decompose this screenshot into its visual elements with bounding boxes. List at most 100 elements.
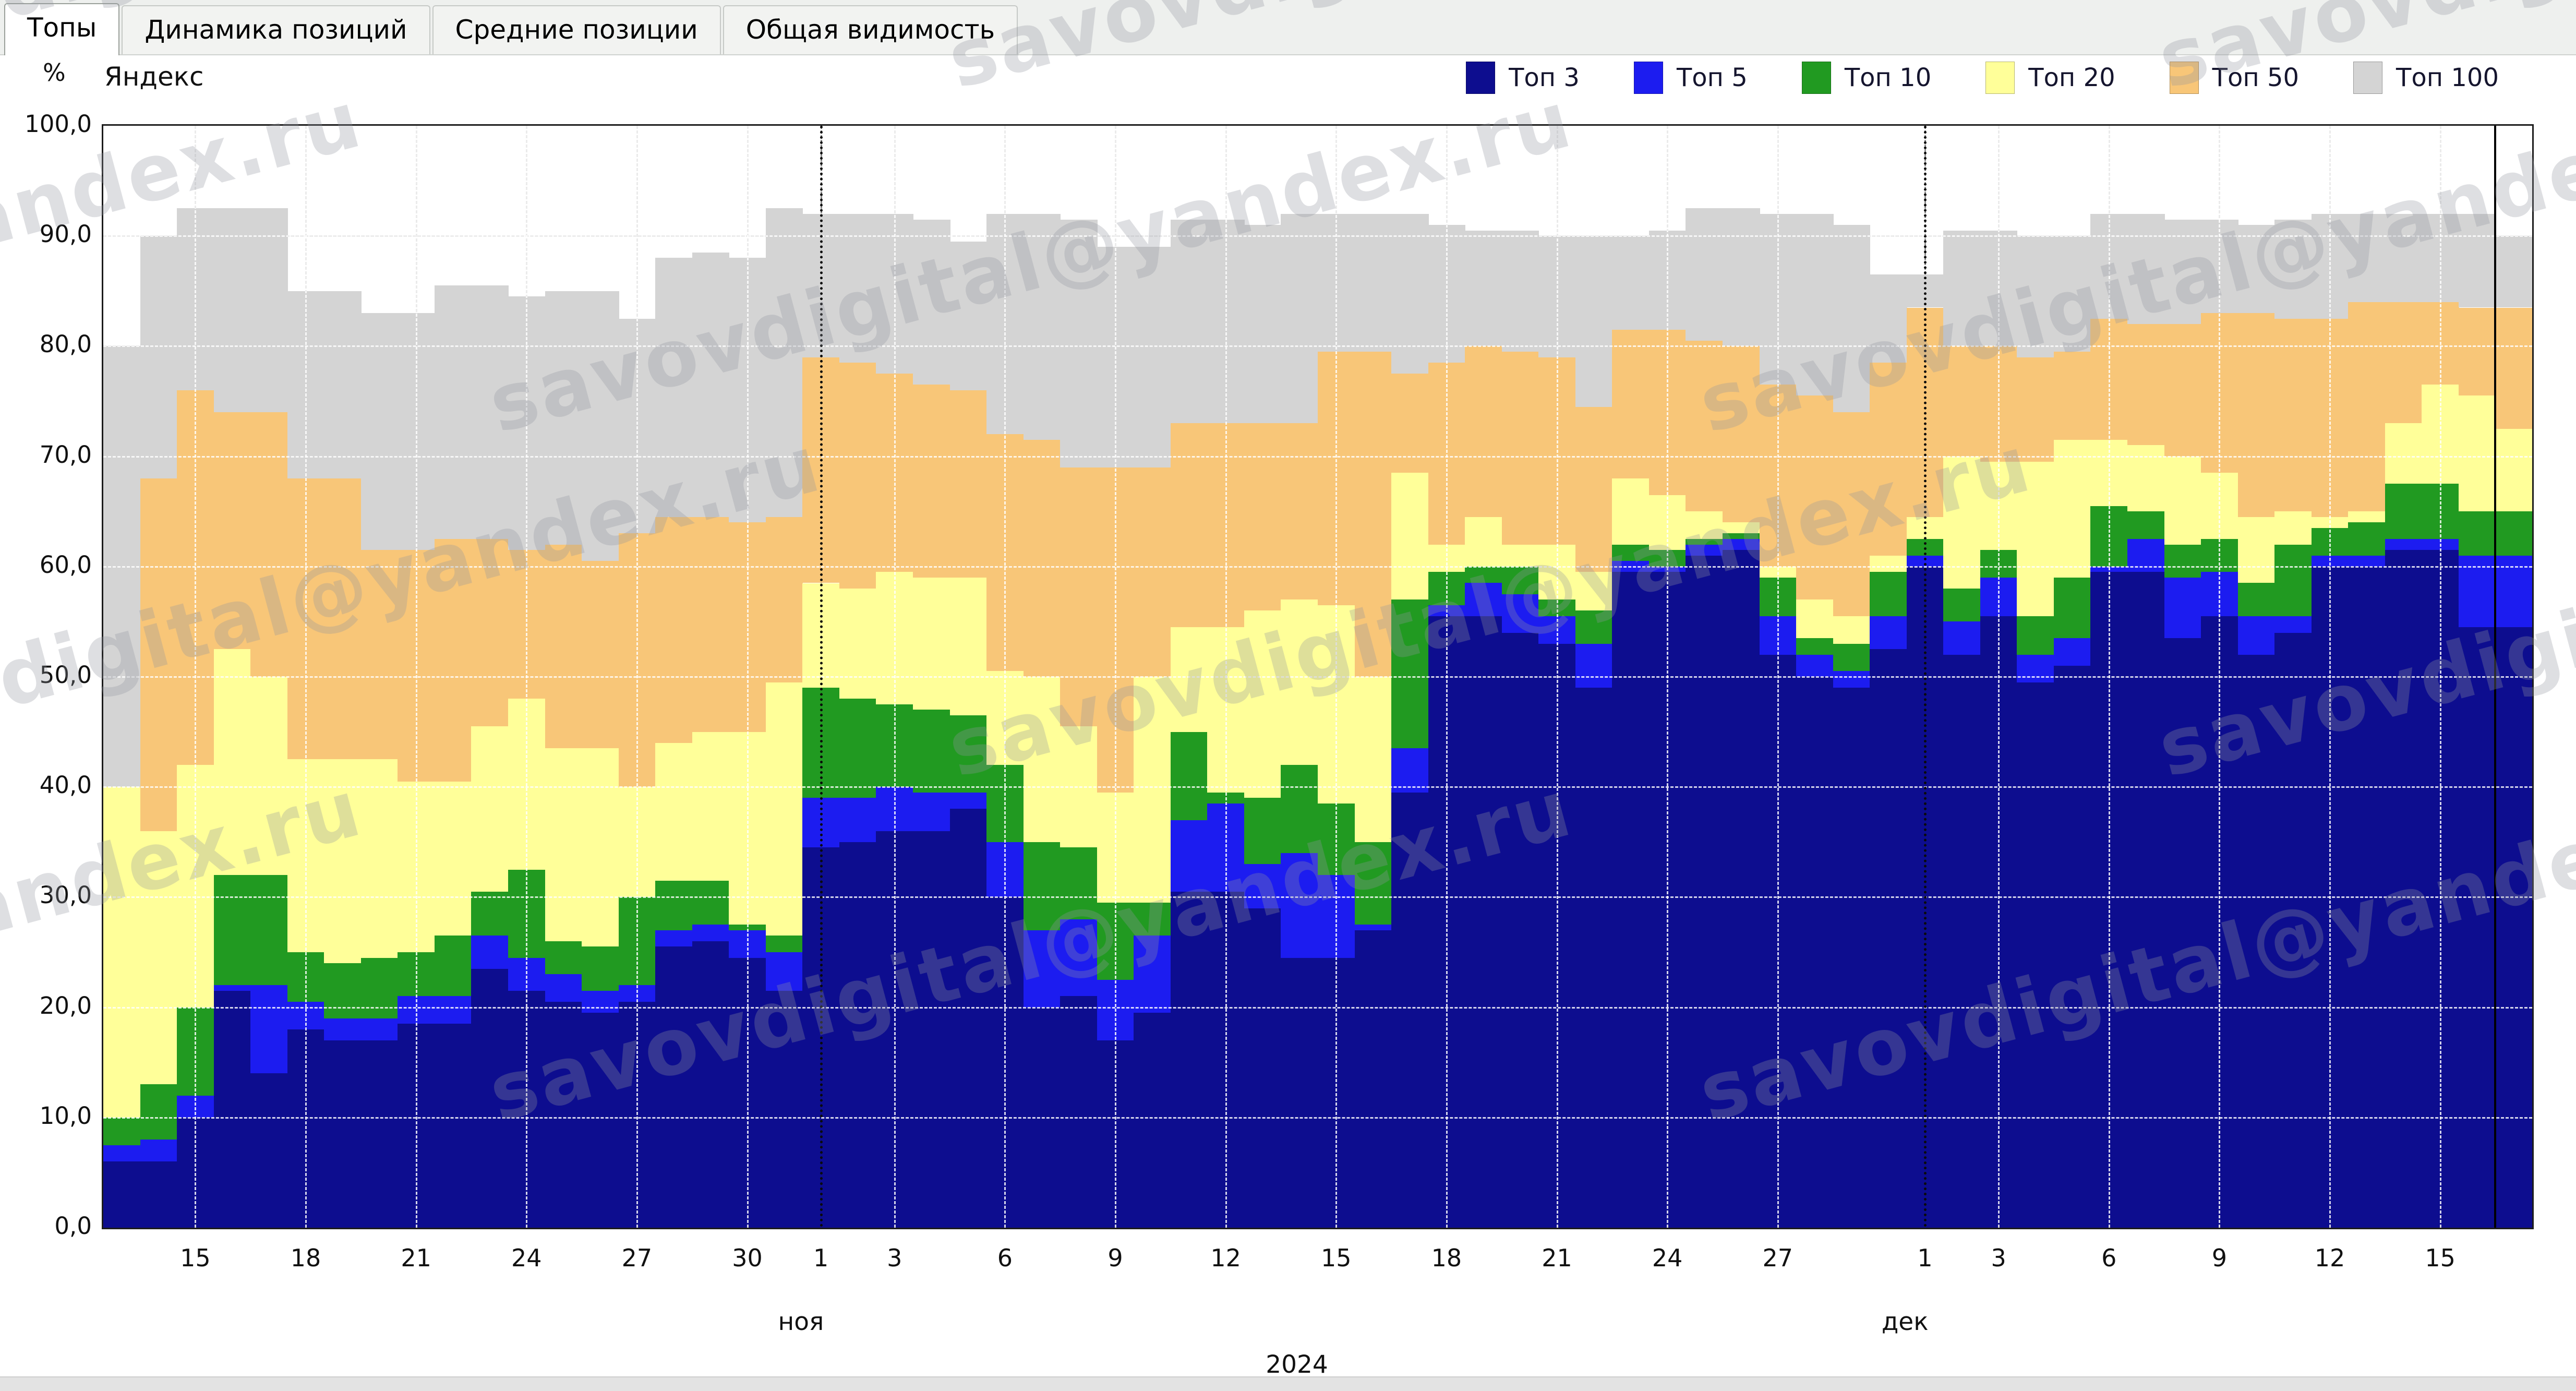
search-engine-title: Яндекс [104,62,204,92]
bar-segment [949,390,988,578]
bar-segment [360,1018,399,1040]
bar-segment [1686,555,1723,1228]
legend-item-Топ-50[interactable]: Топ 50 [2169,62,2299,94]
legend-item-Топ-10[interactable]: Топ 10 [1801,62,1931,94]
legend-item-Топ-20[interactable]: Топ 20 [1985,62,2115,94]
bar-segment [1612,329,1650,478]
x-tick-label-day-49: 1 [1917,1244,1933,1272]
bar-segment [1170,627,1208,732]
y-tick-label-20_0: 20,0 [39,991,92,1020]
bar-segment [582,291,619,561]
bar-segment [655,742,693,881]
legend-swatch-icon [2169,62,2199,94]
h-gridline-overlay-60 [103,566,2532,568]
gridlines-over-layer [103,126,2532,1228]
bar-segment [1723,346,1760,523]
v-gridline-overlay-day-5 [305,126,307,1228]
bar-segment [913,385,950,578]
bar-segment [1943,346,1981,457]
tab-топы[interactable]: Топы [4,3,120,55]
bar-segment [2053,236,2091,352]
bar-segment [1870,274,1907,363]
v-gridline-overlay-day-36 [1446,126,1448,1228]
bar-segment [1796,654,1834,677]
v-gridline-overlay-day-54 [2108,126,2110,1228]
bar-segment [2237,517,2276,583]
x-tick-label-day-30: 12 [1210,1244,1241,1272]
bar-segment [434,539,472,782]
bar-segment [1870,649,1907,1228]
legend-item-Топ-5[interactable]: Топ 5 [1633,62,1748,94]
bar-segment [1796,395,1834,600]
bar-segment [2164,638,2202,1228]
bar-segment [2053,638,2091,666]
bar-segment [655,880,693,930]
bar-segment [949,792,988,809]
bar-segment [213,875,251,986]
bar-segment [2017,236,2054,357]
tab-динамика-позиций[interactable]: Динамика позиций [122,5,430,54]
bar-segment [1281,853,1318,958]
bar-segment [2385,423,2423,484]
bar-segment [655,930,693,947]
bar-segment [1501,566,1539,594]
bottom-scroll-strip[interactable] [0,1376,2576,1391]
y-tick-label-70_0: 70,0 [39,440,92,469]
bar-segment [2458,511,2496,556]
x-tick-label-day-57: 9 [2211,1244,2227,1272]
tab-общая-видимость[interactable]: Общая видимость [723,5,1018,54]
v-gridline-overlay-day-57 [2219,126,2221,1228]
bar-segment [2127,213,2165,325]
bar-segment [2348,213,2386,302]
v-gridline-overlay-day-39 [1556,126,1558,1228]
bar-segment [1796,599,1834,639]
bar-segment [655,517,693,743]
bar-segment [213,990,251,1228]
bar-segment [692,732,730,881]
bar-segment [2274,616,2312,633]
bar-segment [1391,473,1429,600]
bar-segment [839,363,877,589]
y-tick-label-60_0: 60,0 [39,550,92,579]
bar-segment [250,985,288,1074]
bar-segment [1501,594,1539,633]
bar-segment [1023,439,1061,677]
bar-segment [2053,665,2091,1228]
legend-item-label: Топ 5 [1676,63,1748,92]
bar-segment [2495,428,2532,512]
x-tick-label-day-33: 15 [1320,1244,1352,1272]
bar-segment [1134,677,1171,903]
bar-segment [1060,996,1098,1228]
bar-segment [1354,925,1392,930]
legend-item-Топ-3[interactable]: Топ 3 [1466,62,1580,94]
bar-segment [692,925,730,941]
legend-item-Топ-100[interactable]: Топ 100 [2353,62,2499,94]
bar-segment [471,726,509,892]
bar-segment [324,759,362,964]
bar-segment [1870,572,1907,616]
bar-segment [839,213,877,363]
bar-segment [213,412,251,650]
x-tick-label-day-54: 6 [2101,1244,2117,1272]
bar-segment [324,1040,362,1228]
bar-segment [2495,511,2532,556]
bar-segment [1501,544,1539,567]
bar-segment [2274,318,2312,512]
h-gridline-overlay-20 [103,1006,2532,1009]
bar-segment [655,258,693,517]
bar-segment [1134,467,1171,677]
bar-segment [1244,908,1282,1228]
bar-segment [213,208,251,413]
bar-segment [2127,324,2165,446]
bar-segment [1870,616,1907,650]
bar-segment [103,787,141,1118]
bar-segment [103,1161,141,1228]
legend-item-label: Топ 3 [1509,63,1580,92]
bar-segment [1575,610,1613,644]
bar-segment [250,677,288,876]
chart-plot[interactable] [102,124,2534,1229]
bar-segment [1943,230,1981,346]
tab-средние-позиции[interactable]: Средние позиции [432,5,721,54]
bar-segment [434,936,472,997]
bar-segment [765,208,803,517]
